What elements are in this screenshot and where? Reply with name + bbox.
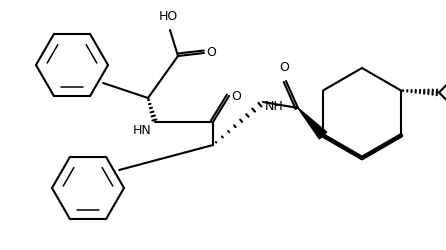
- Text: O: O: [279, 61, 289, 74]
- Text: HN: HN: [132, 124, 151, 136]
- Text: NH: NH: [265, 100, 284, 113]
- Text: O: O: [231, 90, 241, 102]
- Text: O: O: [206, 46, 216, 60]
- Text: HO: HO: [158, 10, 178, 23]
- Polygon shape: [298, 108, 327, 139]
